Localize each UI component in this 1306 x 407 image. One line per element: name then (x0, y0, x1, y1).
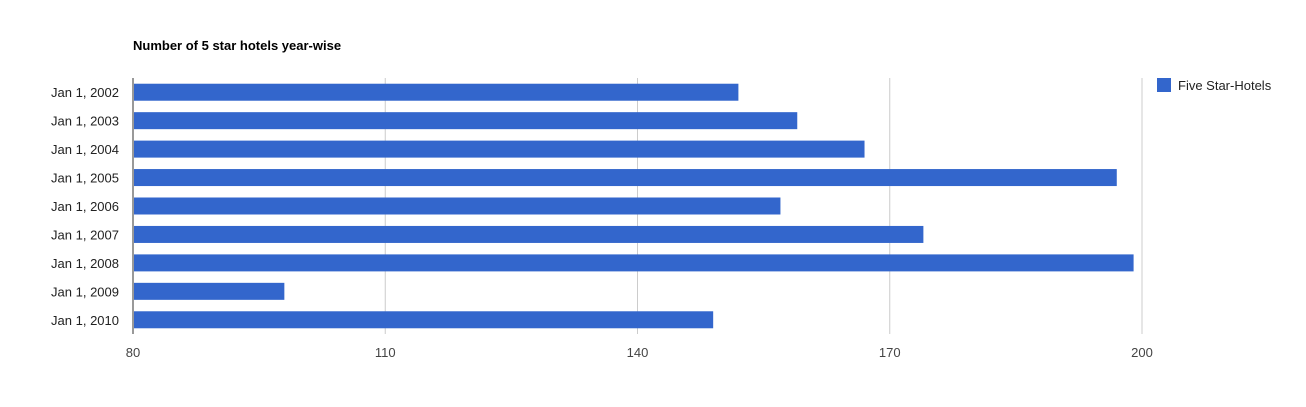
category-label: Jan 1, 2009 (51, 284, 119, 299)
bar[interactable] (134, 140, 865, 158)
category-label: Jan 1, 2002 (51, 85, 119, 100)
x-tick-label: 80 (126, 345, 140, 360)
category-label: Jan 1, 2010 (51, 313, 119, 328)
category-label: Jan 1, 2004 (51, 142, 119, 157)
x-tick-label: 110 (375, 345, 396, 360)
legend[interactable]: Five Star-Hotels (1157, 78, 1272, 93)
bar[interactable] (134, 169, 1117, 187)
category-label: Jan 1, 2005 (51, 171, 119, 186)
bar[interactable] (134, 197, 781, 215)
bar[interactable] (134, 112, 798, 130)
category-labels: Jan 1, 2002 Jan 1, 2003 Jan 1, 2004 Jan 1, … (51, 85, 119, 328)
bar[interactable] (134, 83, 739, 101)
bar[interactable] (134, 282, 285, 300)
bar[interactable] (134, 311, 714, 329)
category-label: Jan 1, 2008 (51, 256, 119, 271)
category-label: Jan 1, 2003 (51, 114, 119, 129)
bar[interactable] (134, 225, 924, 243)
category-label: Jan 1, 2006 (51, 199, 119, 214)
x-tick-label: 140 (627, 345, 649, 360)
legend-label: Five Star-Hotels (1178, 78, 1272, 93)
category-label: Jan 1, 2007 (51, 227, 119, 242)
x-tick-label: 170 (879, 345, 901, 360)
x-tick-label: 200 (1131, 345, 1153, 360)
bar[interactable] (134, 254, 1134, 272)
bars (134, 83, 1134, 329)
legend-swatch (1157, 78, 1171, 92)
chart-title: Number of 5 star hotels year-wise (133, 38, 341, 53)
x-tick-labels: 80 110 140 170 200 (126, 345, 1153, 360)
